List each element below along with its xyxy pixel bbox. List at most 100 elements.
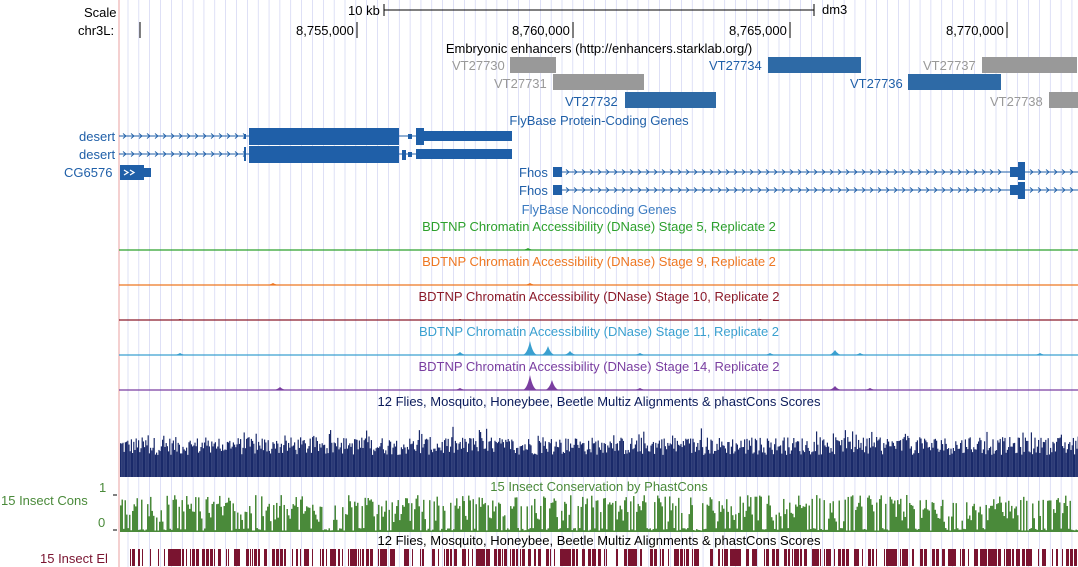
- multiz-bar: [751, 437, 753, 477]
- gene-cg6576[interactable]: [120, 165, 151, 180]
- multiz-bar: [1022, 432, 1024, 477]
- phastcons-bar: [975, 510, 977, 532]
- multiz-bar: [841, 439, 843, 477]
- gene-label-fhos-2[interactable]: Fhos: [519, 183, 548, 198]
- protein-gene-track[interactable]: [119, 128, 1078, 199]
- phastcons-bar: [466, 519, 468, 532]
- multiz-bar: [489, 441, 491, 477]
- phastcons-side-label[interactable]: 15 Insect Cons: [1, 493, 88, 508]
- conserved-element: [304, 549, 307, 566]
- conserved-element: [392, 549, 395, 566]
- phastcons-track-title[interactable]: 15 Insect Conservation by PhastCons: [490, 479, 708, 494]
- enhancer-label-vt27731[interactable]: VT27731: [494, 76, 547, 91]
- gene-desert-2[interactable]: [119, 146, 512, 163]
- protein-gene-track-title[interactable]: FlyBase Protein-Coding Genes: [509, 113, 689, 128]
- strand-arrow: [138, 151, 143, 157]
- gene-desert-1[interactable]: [119, 128, 512, 145]
- phastcons-bar: [169, 528, 171, 532]
- conserved-element: [806, 549, 807, 566]
- enhancer-label-vt27736[interactable]: VT27736: [850, 76, 903, 91]
- dnase-stage5-title[interactable]: BDTNP Chromatin Accessibility (DNase) St…: [422, 219, 776, 234]
- multiz-bar: [848, 441, 850, 477]
- enhancer-vt27734[interactable]: [768, 57, 861, 73]
- enhancer-label-vt27730[interactable]: VT27730: [452, 58, 505, 73]
- phastcons-bar: [733, 519, 735, 532]
- multiz-bar: [628, 452, 630, 477]
- strand-arrow: [146, 133, 151, 139]
- phastcons-bar: [475, 504, 477, 532]
- strand-arrow: [789, 169, 794, 175]
- phastcons-wiggle[interactable]: [120, 495, 1078, 532]
- strand-arrow: [789, 187, 794, 193]
- conserved-elements[interactable]: [130, 549, 1077, 566]
- phastcons-bar: [276, 502, 278, 532]
- phastcons-bar: [339, 528, 341, 532]
- conserved-element: [676, 549, 679, 566]
- multiz-bar: [684, 445, 686, 477]
- conserved-element: [448, 549, 449, 566]
- multiz-bar: [736, 444, 738, 477]
- gene-label-cg6576[interactable]: CG6576: [64, 165, 113, 180]
- dnase-stage9-title[interactable]: BDTNP Chromatin Accessibility (DNase) St…: [422, 254, 776, 269]
- phastcons-bar: [706, 504, 708, 532]
- multiz-bar: [1002, 437, 1004, 477]
- phastcons-bar: [408, 503, 410, 532]
- multiz-bar: [280, 443, 282, 477]
- dnase-stage10-title[interactable]: BDTNP Chromatin Accessibility (DNase) St…: [418, 289, 780, 304]
- phastcons-bar: [210, 517, 212, 532]
- multiz-wiggle[interactable]: [120, 426, 1078, 477]
- ruler-track[interactable]: [139, 4, 1008, 38]
- noncoding-track-title[interactable]: FlyBase Noncoding Genes: [521, 202, 677, 217]
- phastcons-bar: [121, 499, 123, 532]
- phastcons-bar: [724, 528, 726, 532]
- enhancer-track[interactable]: [510, 57, 1078, 108]
- multiz-bar: [865, 446, 867, 477]
- enhancer-label-vt27737[interactable]: VT27737: [923, 58, 976, 73]
- multiz-bar: [372, 454, 374, 477]
- enhancer-track-title[interactable]: Embryonic enhancers (http://enhancers.st…: [445, 41, 753, 56]
- enhancer-vt27732[interactable]: [625, 92, 716, 108]
- dnase-stage14-title[interactable]: BDTNP Chromatin Accessibility (DNase) St…: [418, 359, 780, 374]
- multiz-bar: [711, 440, 713, 477]
- dnase-tracks[interactable]: [119, 248, 1078, 391]
- phastcons-bar: [630, 501, 632, 532]
- phastcons-bar: [172, 499, 174, 532]
- multiz-bar: [909, 448, 911, 477]
- dnase-stage11-title[interactable]: BDTNP Chromatin Accessibility (DNase) St…: [418, 324, 780, 339]
- enhancer-vt27736[interactable]: [908, 74, 1001, 90]
- elements-track-title[interactable]: 12 Flies, Mosquito, Honeybee, Beetle Mul…: [377, 533, 821, 548]
- enhancer-label-vt27738[interactable]: VT27738: [990, 94, 1043, 109]
- phastcons-bar: [346, 514, 348, 532]
- phastcons-bar: [604, 497, 606, 532]
- multiz-bar: [392, 447, 394, 477]
- multiz-track-title[interactable]: 12 Flies, Mosquito, Honeybee, Beetle Mul…: [377, 394, 821, 409]
- enhancer-vt27730[interactable]: [510, 57, 556, 73]
- elements-side-label[interactable]: 15 Insect El: [40, 551, 108, 566]
- gene-label-desert-2[interactable]: desert: [79, 147, 116, 162]
- multiz-bar: [885, 444, 887, 477]
- phastcons-bar: [760, 496, 762, 532]
- conserved-element: [554, 549, 555, 566]
- multiz-bar: [235, 447, 237, 477]
- multiz-bar: [286, 450, 288, 477]
- enhancer-label-vt27732[interactable]: VT27732: [565, 94, 618, 109]
- multiz-bar: [411, 443, 413, 477]
- enhancer-label-vt27734[interactable]: VT27734: [709, 58, 762, 73]
- gene-label-desert-1[interactable]: desert: [79, 129, 116, 144]
- conserved-element: [990, 549, 992, 566]
- strand-arrow: [845, 187, 850, 193]
- multiz-bar: [496, 443, 498, 477]
- multiz-bar: [559, 439, 561, 477]
- multiz-bar: [584, 451, 586, 477]
- enhancer-vt27731[interactable]: [553, 74, 644, 90]
- multiz-bar: [272, 442, 274, 477]
- multiz-bar: [920, 438, 922, 477]
- enhancer-vt27738[interactable]: [1049, 92, 1078, 108]
- enhancer-vt27737[interactable]: [982, 57, 1077, 73]
- phastcons-bar: [504, 515, 506, 532]
- gene-label-fhos-1[interactable]: Fhos: [519, 165, 548, 180]
- multiz-bar: [1057, 438, 1059, 477]
- phastcons-bar: [447, 528, 449, 532]
